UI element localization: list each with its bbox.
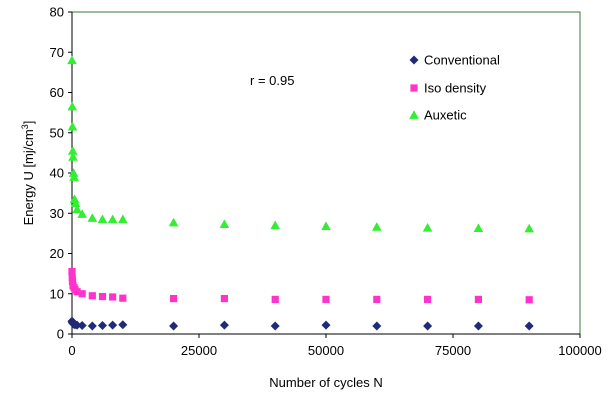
legend-marker-auxetic [409,110,419,119]
data-point [87,321,97,331]
data-point [69,172,79,181]
y-axis-ticks: 0 10 20 30 40 50 60 70 80 [50,5,72,342]
legend-label-auxetic: Auxetic [424,108,467,123]
legend-item-conventional: Conventional [409,53,500,68]
series-layer [67,55,534,331]
data-point [97,321,107,331]
data-point [270,220,280,230]
data-point [220,294,228,303]
y-tick-label: 10 [50,286,64,301]
data-point [372,321,382,331]
data-point [67,121,78,131]
data-point [68,152,78,161]
x-tick-label: 0 [68,343,75,358]
y-tick-label: 80 [50,5,64,20]
legend-marker-iso-density [410,84,418,92]
y-tick-label: 40 [50,166,64,181]
data-point [270,321,280,331]
data-point [321,221,331,230]
data-point [169,321,179,331]
legend-marker-conventional [409,55,419,65]
data-point [119,294,127,302]
data-point [473,223,484,232]
y-tick-label: 0 [57,327,64,342]
x-axis-ticks: 0 25000 50000 75000 100000 [68,334,602,358]
data-point [70,198,81,208]
legend-label-iso-density: Iso density [424,81,487,96]
data-point [88,292,96,300]
y-axis-label: Energy U [mj/cm3] [20,121,36,226]
data-point [68,168,79,177]
y-axis-label-main: Energy U [mj/cm [21,129,36,225]
data-point [321,320,331,330]
data-point [78,290,86,298]
x-tick-label: 25000 [181,343,217,358]
data-point [67,101,78,111]
x-tick-label: 75000 [435,343,471,358]
correlation-annotation: r = 0.95 [250,73,294,88]
data-point [77,321,87,331]
data-point [170,294,178,303]
series-iso-density [68,268,533,304]
y-axis-label-end: ] [21,121,36,125]
data-point [473,321,483,331]
x-axis-label: Number of cycles N [269,375,382,390]
legend-item-iso-density: Iso density [410,81,487,96]
data-point [69,194,80,204]
x-tick-label: 50000 [308,343,344,358]
data-point [322,295,330,303]
data-point [525,296,533,304]
data-point [109,293,117,301]
data-point [108,320,118,330]
legend-label-conventional: Conventional [424,53,500,68]
data-point [77,209,87,218]
data-point [97,214,108,224]
data-point [524,321,534,331]
data-point [67,146,78,155]
legend: Conventional Iso density Auxetic [409,53,500,123]
data-point [424,295,432,303]
data-point [118,320,128,330]
data-point [107,214,118,224]
series-auxetic [67,55,534,233]
data-point [423,321,433,331]
data-point [67,55,77,65]
y-tick-label: 20 [50,246,64,261]
data-point [219,320,229,330]
data-point [98,292,107,301]
data-point [118,214,128,224]
data-point [168,217,179,227]
y-tick-label: 70 [50,45,64,60]
y-tick-label: 30 [50,206,64,221]
data-point [68,268,76,276]
y-tick-label: 60 [50,85,64,100]
data-point [219,219,230,228]
data-point [72,204,82,214]
data-point [474,295,482,303]
data-point [271,295,279,303]
series-conventional [67,316,534,331]
data-point [87,213,98,222]
x-tick-label: 100000 [558,343,601,358]
y-axis-label-superscript: 3 [20,124,30,129]
data-point [372,222,382,231]
data-point [524,223,534,233]
data-point [422,222,433,232]
y-tick-label: 50 [50,125,64,140]
legend-item-auxetic: Auxetic [409,108,467,123]
plot-area [71,11,581,335]
data-point [72,320,82,330]
data-point [373,295,381,303]
